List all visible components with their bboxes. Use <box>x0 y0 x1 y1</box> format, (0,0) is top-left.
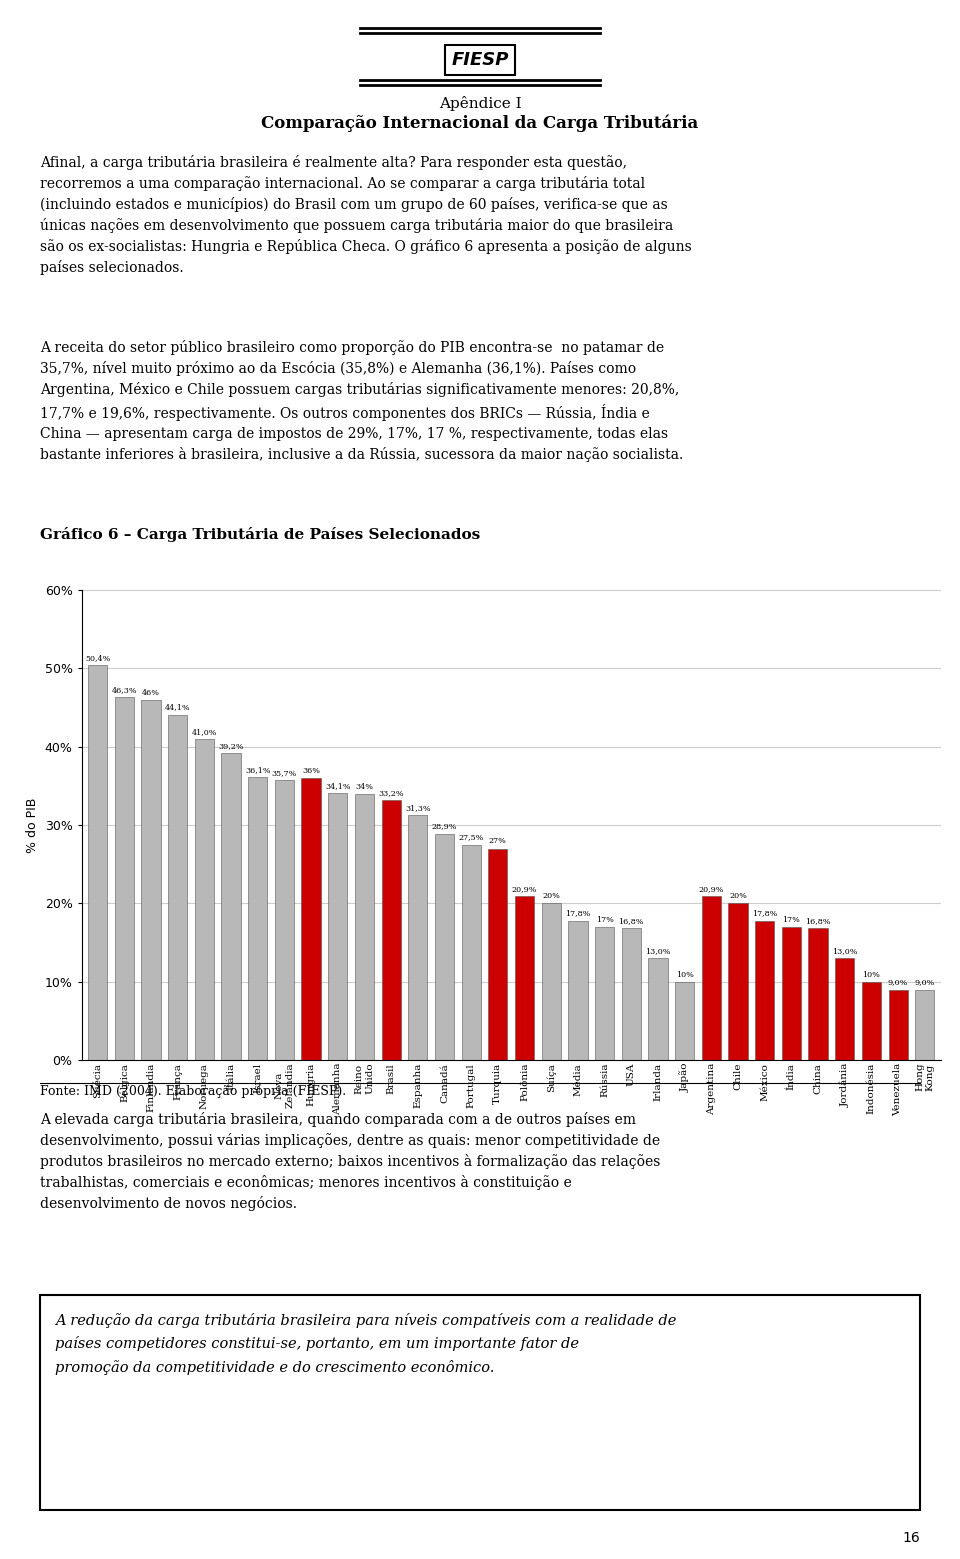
Bar <box>301 778 321 1060</box>
Text: 50,4%: 50,4% <box>84 655 110 663</box>
Bar <box>168 714 187 1060</box>
Bar <box>781 928 801 1060</box>
Bar <box>515 896 534 1060</box>
Text: 20%: 20% <box>542 892 561 900</box>
Text: Fonte: IMD (2004). Elaboração própria (FIESP).: Fonte: IMD (2004). Elaboração própria (F… <box>40 1085 347 1099</box>
Bar <box>675 982 694 1060</box>
Text: 20%: 20% <box>729 892 747 900</box>
Text: 41,0%: 41,0% <box>192 728 217 736</box>
Bar <box>541 903 561 1060</box>
Text: 46,3%: 46,3% <box>111 686 137 694</box>
Text: 13,0%: 13,0% <box>645 946 671 956</box>
Text: 17%: 17% <box>782 915 801 923</box>
Bar <box>915 990 934 1060</box>
Bar <box>462 845 481 1060</box>
Bar <box>248 778 267 1060</box>
Bar <box>275 781 294 1060</box>
Bar <box>889 990 908 1060</box>
Bar <box>328 794 348 1060</box>
Bar <box>195 739 214 1060</box>
Bar <box>355 794 374 1060</box>
Text: A receita do setor público brasileiro como proporção do PIB encontra-se  no pata: A receita do setor público brasileiro co… <box>40 340 684 461</box>
Text: 16,8%: 16,8% <box>618 917 644 926</box>
Bar <box>595 928 614 1060</box>
Text: Gráfico 6 – Carga Tributária de Países Selecionados: Gráfico 6 – Carga Tributária de Países S… <box>40 527 480 543</box>
Text: 31,3%: 31,3% <box>405 804 431 812</box>
Text: 20,9%: 20,9% <box>512 886 538 893</box>
Text: 13,0%: 13,0% <box>832 946 857 956</box>
Bar <box>489 848 508 1060</box>
Text: 34,1%: 34,1% <box>324 781 350 790</box>
Bar <box>408 815 427 1060</box>
Text: A elevada carga tributária brasileira, quando comparada com a de outros países e: A elevada carga tributária brasileira, q… <box>40 1112 660 1211</box>
Bar <box>702 896 721 1060</box>
Text: 46%: 46% <box>142 689 160 697</box>
Bar <box>835 959 854 1060</box>
Y-axis label: % do PIB: % do PIB <box>26 797 39 853</box>
Bar <box>648 959 667 1060</box>
Text: 36,1%: 36,1% <box>245 765 271 775</box>
Text: 39,2%: 39,2% <box>218 742 244 750</box>
Bar <box>141 700 160 1060</box>
Bar <box>622 929 641 1060</box>
Text: 17,8%: 17,8% <box>752 909 778 917</box>
Bar <box>222 753 241 1060</box>
Text: 36%: 36% <box>302 767 320 775</box>
Bar <box>808 929 828 1060</box>
Text: Apêndice I: Apêndice I <box>439 95 521 111</box>
Text: 10%: 10% <box>862 971 880 979</box>
Text: 44,1%: 44,1% <box>165 703 190 711</box>
Text: 16,8%: 16,8% <box>805 917 830 926</box>
Bar <box>381 800 400 1060</box>
Text: 27,5%: 27,5% <box>459 834 484 842</box>
Text: FIESP: FIESP <box>451 51 509 69</box>
Text: 9,0%: 9,0% <box>915 979 935 987</box>
Bar <box>88 666 108 1060</box>
Text: 16: 16 <box>902 1531 920 1545</box>
Text: Comparação Internacional da Carga Tributária: Comparação Internacional da Carga Tribut… <box>261 114 699 133</box>
Bar <box>862 982 881 1060</box>
Text: 10%: 10% <box>676 971 693 979</box>
Text: 34%: 34% <box>355 783 373 790</box>
Text: 17,8%: 17,8% <box>565 909 590 917</box>
Text: 28,9%: 28,9% <box>432 823 457 831</box>
Text: 35,7%: 35,7% <box>272 769 297 778</box>
Bar <box>729 903 748 1060</box>
Text: 33,2%: 33,2% <box>378 789 404 797</box>
Text: 17%: 17% <box>595 915 613 923</box>
Text: 9,0%: 9,0% <box>888 979 908 987</box>
Text: 27%: 27% <box>489 837 507 845</box>
Text: Afinal, a carga tributária brasileira é realmente alta? Para responder esta ques: Afinal, a carga tributária brasileira é … <box>40 154 692 274</box>
Bar <box>756 920 775 1060</box>
Bar <box>435 834 454 1060</box>
Bar <box>568 920 588 1060</box>
Text: 20,9%: 20,9% <box>699 886 724 893</box>
Bar <box>114 697 133 1060</box>
Text: A redução da carga tributária brasileira para níveis compatíveis com a realidade: A redução da carga tributária brasileira… <box>55 1313 677 1375</box>
